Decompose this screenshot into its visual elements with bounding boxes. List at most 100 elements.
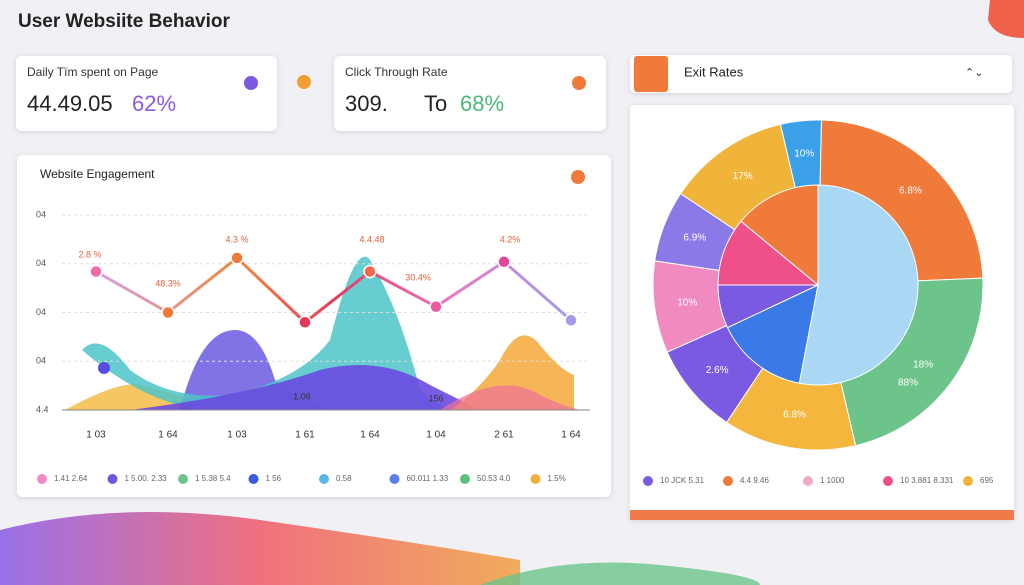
y-label: 04 xyxy=(36,209,46,219)
slice-label: 10% xyxy=(677,298,697,309)
x-tick-label: 1 03 xyxy=(86,430,106,441)
y-label: 4.4 xyxy=(36,404,49,414)
legend-swatch xyxy=(530,474,541,484)
legend-swatch xyxy=(963,476,973,486)
point xyxy=(230,251,244,265)
slice-label: 10% xyxy=(794,148,814,159)
point xyxy=(497,255,511,269)
x-tick-label: 1 64 xyxy=(561,430,581,441)
icon xyxy=(297,75,311,89)
x-tick-label: 1 04 xyxy=(426,430,446,441)
annotation: 88% xyxy=(898,378,918,389)
annotation: 30.4% xyxy=(405,272,431,282)
icon: ⌃⌄ xyxy=(965,67,983,79)
pie-title: Exit Rates xyxy=(684,64,744,79)
y-label: 04 xyxy=(36,307,46,317)
legend-swatch xyxy=(107,474,118,484)
kpi-change: 68% xyxy=(460,91,504,116)
legend-swatch xyxy=(389,474,400,484)
x-tick-label: 1 03 xyxy=(227,430,247,441)
legend-swatch xyxy=(248,474,259,484)
x-tick-label: 2 61 xyxy=(494,430,514,441)
slice-label: 2.6% xyxy=(706,365,729,376)
kpi-value: 44.49.05 xyxy=(27,91,113,116)
area xyxy=(440,385,580,410)
x-tick-label: 1 64 xyxy=(360,430,380,441)
bg-blob xyxy=(988,0,1024,38)
point xyxy=(161,305,175,320)
pie-slice xyxy=(740,184,819,287)
kpi-label: Click Through Rate xyxy=(345,65,448,79)
legend-label: 10 3.881 8.331 xyxy=(900,476,954,485)
legend-swatch xyxy=(803,476,813,486)
legend-swatch xyxy=(178,474,188,484)
exit-header xyxy=(630,55,1012,93)
slice-label: 6.8% xyxy=(783,410,806,421)
kpi-value: 309. xyxy=(345,91,388,116)
kpi-card xyxy=(334,56,606,131)
icon xyxy=(244,76,258,90)
annotation: 4.3 % xyxy=(225,234,248,244)
legend-label: 4.4 9.46 xyxy=(740,476,769,485)
legend-swatch xyxy=(460,474,470,484)
kpi-text: To xyxy=(424,91,447,116)
area xyxy=(130,365,480,410)
line-title: Website Engagement xyxy=(40,167,155,181)
pie-slice xyxy=(726,284,819,384)
point xyxy=(429,299,443,314)
legend-swatch xyxy=(723,476,733,486)
legend-label: 1.5% xyxy=(548,474,566,483)
legend-label: 1 5.00. 2.33 xyxy=(125,474,168,483)
point xyxy=(298,315,312,329)
x-tick-label: 1 64 xyxy=(158,430,178,441)
pie-slice xyxy=(717,220,820,286)
annotation: 1.06 xyxy=(293,391,311,401)
legend-label: 1.41 2.64 xyxy=(54,474,88,483)
slice-label: 6.9% xyxy=(683,232,706,243)
icon xyxy=(571,170,585,184)
area xyxy=(180,330,330,410)
kpi-change: 62% xyxy=(132,91,176,116)
y-label: 04 xyxy=(36,356,46,366)
dot xyxy=(98,362,110,374)
line xyxy=(95,255,572,325)
bg-wave xyxy=(480,562,760,585)
slice-label: 18% xyxy=(913,359,933,370)
menu-button[interactable] xyxy=(634,56,668,92)
annotation: 2.8 % xyxy=(78,249,101,259)
legend-label: 1 56 xyxy=(266,474,282,483)
legend-swatch xyxy=(883,476,893,486)
legend-swatch xyxy=(37,474,47,484)
legend-label: 50.53 4.0 xyxy=(477,474,511,483)
annotation: 156 xyxy=(428,393,443,403)
bg-wave xyxy=(0,512,520,585)
point xyxy=(363,264,377,279)
legend-label: 1 5.38 5.4 xyxy=(195,474,231,483)
legend-label: 60.011 1.33 xyxy=(407,474,449,483)
slice-label: 6.8% xyxy=(899,185,922,196)
annotation: 48.3% xyxy=(155,278,181,288)
pie-slice xyxy=(798,184,919,386)
annotation: 4.2% xyxy=(500,234,521,244)
legend-swatch xyxy=(643,476,653,486)
slice-label: 17% xyxy=(733,171,753,182)
annotation: 4.4.48 xyxy=(359,234,384,244)
x-tick-label: 1 61 xyxy=(295,430,315,441)
point xyxy=(564,313,578,328)
y-label: 04 xyxy=(36,258,46,268)
legend-label: 10 JCK 5.31 xyxy=(660,476,705,485)
card-bar xyxy=(630,510,1014,520)
engagement-card xyxy=(17,155,611,497)
kpi-label: Daily Tïm spent on Page xyxy=(27,65,159,79)
legend-label: 0.58 xyxy=(336,474,352,483)
legend-label: 1 1000 xyxy=(820,476,845,485)
kpi-card xyxy=(16,56,277,131)
page-title: User Websiite Behavior xyxy=(18,11,231,32)
icon xyxy=(572,76,586,90)
legend-label: 695 xyxy=(980,476,994,485)
legend-swatch xyxy=(319,474,329,484)
point xyxy=(89,264,103,279)
